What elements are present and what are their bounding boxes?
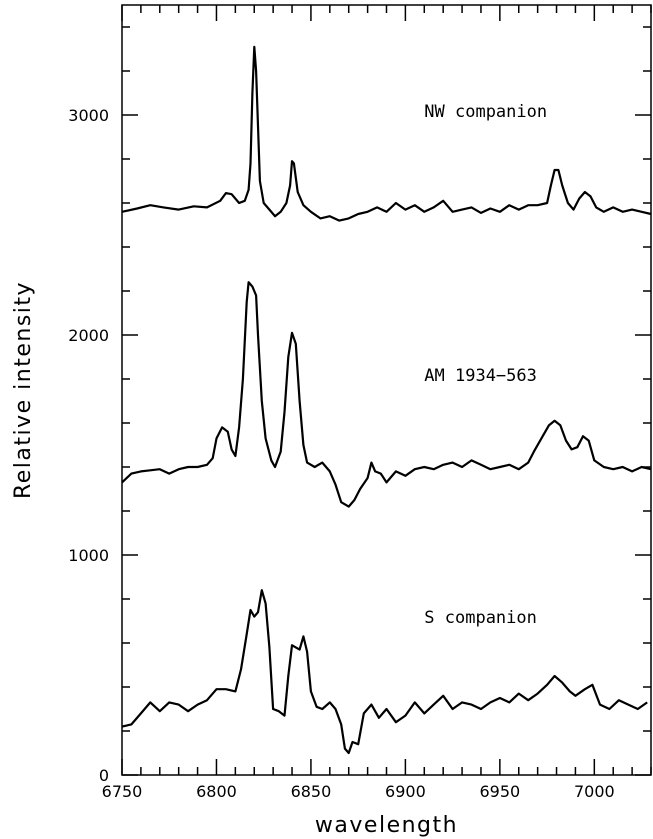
x-tick-label: 6900: [385, 782, 426, 801]
x-tick-label: 6950: [479, 782, 520, 801]
y-tick-label: 1000: [68, 546, 109, 565]
series-labels: NW companion AM 1934−563 S companion: [424, 102, 547, 628]
plot-frame: [121, 4, 652, 776]
y-tick-label: 3000: [68, 106, 109, 125]
x-tick-label: 7000: [574, 782, 615, 801]
series-lines: [121, 45, 652, 755]
y-axis-label: Relative intensity: [11, 281, 36, 499]
plot-border: [121, 4, 652, 776]
series-line-2: [121, 589, 648, 755]
series-line-0: [121, 45, 652, 222]
x-tick-label: 6800: [196, 782, 237, 801]
series-label-1: AM 1934−563: [424, 366, 537, 386]
x-tick-label: 6750: [102, 782, 143, 801]
y-tick-label: 2000: [68, 326, 109, 345]
axis-ticks: 6750 6800 6850 6900 6950 7000 0 1000 2000 3000: [68, 5, 652, 801]
series-line-1: [121, 281, 652, 508]
x-tick-label: 6850: [291, 782, 332, 801]
y-tick-label: 0: [99, 766, 109, 785]
series-label-0: NW companion: [424, 102, 547, 122]
x-axis-label: wavelength: [315, 813, 458, 838]
series-label-2: S companion: [424, 608, 537, 628]
